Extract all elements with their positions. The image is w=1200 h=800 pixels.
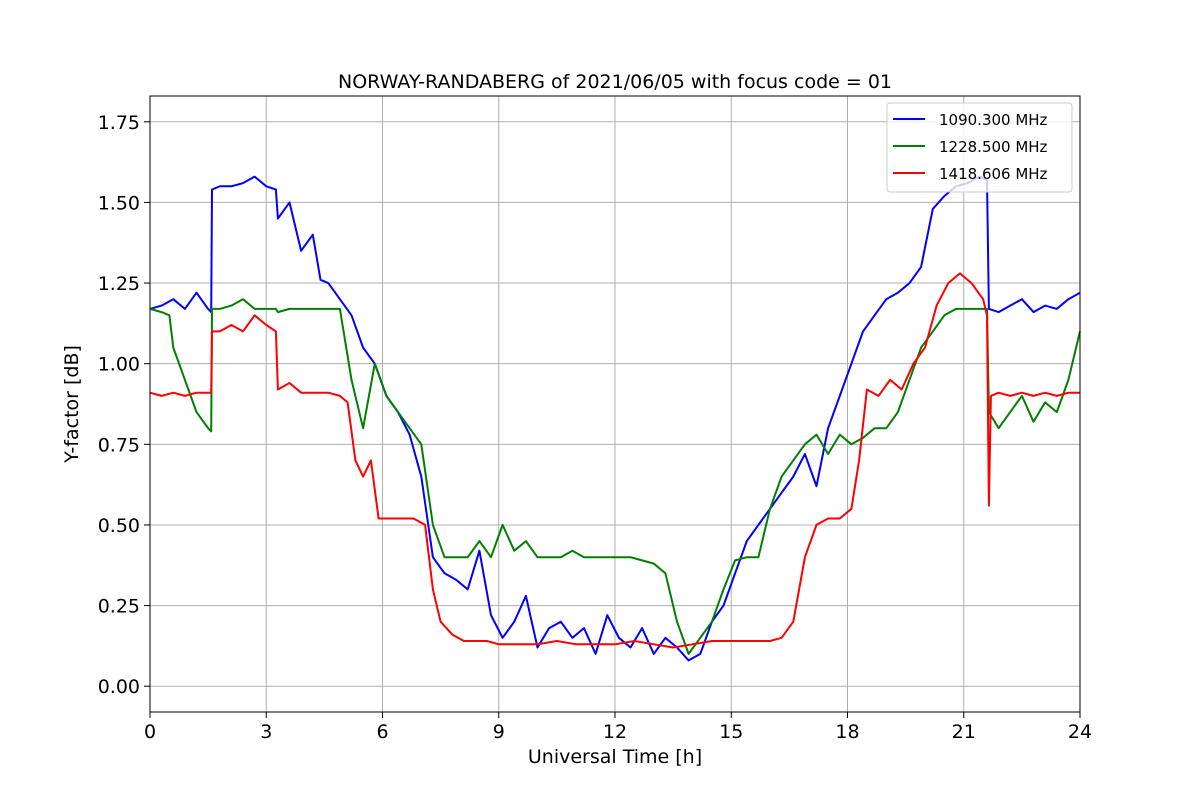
y-tick-label: 1.25 <box>98 273 140 295</box>
y-tick-label: 0.00 <box>98 676 140 698</box>
series-lines <box>149 175 1081 662</box>
x-tick-label: 15 <box>719 721 743 743</box>
x-tick-label: 3 <box>260 721 272 743</box>
legend-label: 1418.606 MHz <box>939 165 1048 183</box>
y-tick-label: 1.00 <box>98 354 140 376</box>
x-tick-label: 6 <box>376 721 388 743</box>
x-tick-label: 21 <box>952 721 976 743</box>
y-tick-label: 0.75 <box>98 434 140 456</box>
x-tick-label: 12 <box>603 721 627 743</box>
series-line-3 <box>149 272 1080 649</box>
axis-ticks: 0 3 6 9 12 15 18 21 24 0.00 0.25 0.50 0.75 1.00 1.25 1.… <box>98 112 1092 743</box>
series-line-2 <box>149 298 1081 655</box>
legend-label: 1090.300 MHz <box>939 111 1048 129</box>
series-line-1 <box>149 175 1081 662</box>
y-tick-label: 0.50 <box>98 515 140 537</box>
x-tick-label: 24 <box>1068 721 1092 743</box>
y-tick-label: 1.75 <box>98 112 140 134</box>
y-tick-label: 1.50 <box>98 192 140 214</box>
x-tick-label: 0 <box>144 721 156 743</box>
x-tick-label: 18 <box>835 721 859 743</box>
x-axis-label: Universal Time [h] <box>528 746 702 768</box>
chart-title: NORWAY-RANDABERG of 2021/06/05 with focu… <box>338 71 892 93</box>
legend-label: 1228.500 MHz <box>939 138 1048 156</box>
legend-box <box>886 102 1073 193</box>
x-tick-label: 9 <box>493 721 505 743</box>
y-axis-label: Y-factor [dB] <box>61 345 83 464</box>
legend: 1090.300 MHz 1228.500 MHz 1418.606 MHz <box>886 102 1073 193</box>
y-tick-label: 0.25 <box>98 596 140 618</box>
